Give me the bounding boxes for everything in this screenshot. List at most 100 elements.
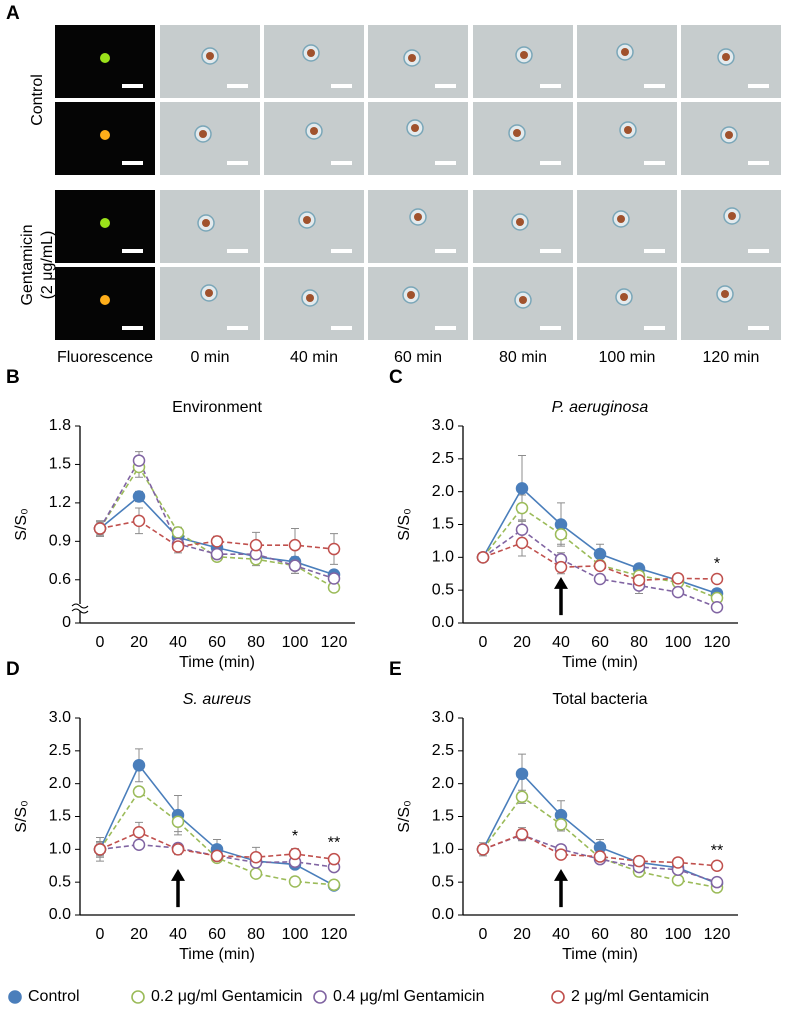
scale-bar [435,249,456,253]
scale-bar [540,84,561,88]
scale-bar [331,84,352,88]
marker [710,875,724,889]
marker [554,528,568,541]
bead [513,129,521,137]
x-axis-label: Time (min) [562,654,638,671]
x-tick-label: 60 [591,634,609,651]
marker [288,875,302,888]
y-tick-label: 1.0 [432,549,454,566]
fluorescent-bead [100,295,110,305]
bead [414,213,422,221]
x-axis-label: Time (min) [562,946,638,963]
significance-mark: * [292,828,298,845]
scale-bar [644,84,665,88]
marker [93,843,107,856]
bead [306,294,314,302]
x-tick-label: 100 [665,926,692,943]
scale-bar [748,161,769,165]
bead [722,53,730,61]
y-tick-label: 0.5 [49,873,71,890]
y-axis-label: S/S₀ [13,508,30,540]
y-tick-label: 2.5 [432,450,454,467]
chart-title: Environment [172,399,262,416]
x-tick-label: 120 [704,926,731,943]
y-tick-label: 0 [62,614,71,631]
bead [617,215,625,223]
marker [249,867,263,880]
marker [132,514,146,528]
scale-bar [540,326,561,330]
y-tick-label: 2.5 [49,742,71,759]
chart: D S. aureus 0.0 0.5 1.0 1.5 2.0 2.5 3.0 0 20 40 60 80… [6,659,355,963]
bead [620,293,628,301]
scale-bar [644,161,665,165]
scale-bar [227,326,248,330]
scale-bar [331,326,352,330]
marker [132,490,146,503]
x-tick-label: 80 [630,926,648,943]
bead [310,127,318,135]
y-tick-label: 2.5 [432,742,454,759]
marker [171,815,185,829]
x-tick-label: 40 [169,634,187,651]
x-tick-label: 40 [552,926,570,943]
x-tick-label: 60 [208,926,226,943]
x-tick-label: 100 [665,634,692,651]
x-axis-label: Time (min) [179,946,255,963]
marker [249,538,263,552]
chart-title: P. aeruginosa [552,399,649,416]
marker [132,759,146,772]
marker [671,856,685,869]
x-tick-label: 120 [704,634,731,651]
marker [249,850,263,864]
y-axis-label: S/S₀ [396,800,413,832]
bead [624,126,632,134]
y-tick-label: 3.0 [432,709,454,726]
arrow-head [171,869,185,881]
marker [171,526,185,539]
marker [327,542,341,556]
column-label: 60 min [394,349,442,366]
marker [515,482,529,495]
y-tick-label: 0.0 [49,906,71,923]
legend-label: 0.4 μg/ml Gentamicin [333,988,485,1005]
bead [520,51,528,59]
marker [671,572,685,585]
scale-bar [644,249,665,253]
y-tick-label: 1.0 [49,841,71,858]
marker [288,538,302,552]
y-tick-label: 0.5 [432,581,454,598]
x-tick-label: 40 [552,634,570,651]
chart: B Environment 0 0.6 0.9 1.2 1.5 1.8 0 20 40 60 80 100… [6,367,355,671]
marker [554,848,568,861]
x-tick-label: 20 [130,926,148,943]
scale-bar [227,249,248,253]
significance-mark: ** [711,842,723,859]
axis-break-gap [72,604,88,611]
scale-bar [227,84,248,88]
scale-bar [540,161,561,165]
legend-marker [8,990,22,1004]
marker [327,572,341,585]
y-tick-label: 1.5 [49,456,71,473]
marker [327,878,341,892]
column-label: 0 min [190,349,229,366]
y-tick-label: 1.0 [432,841,454,858]
marker [476,843,490,856]
y-tick-label: 1.8 [49,417,71,434]
legend-label: Control [28,988,80,1005]
marker [132,826,146,839]
scale-bar [748,249,769,253]
marker [288,847,302,861]
x-axis-label: Time (min) [179,654,255,671]
panel-label: B [6,367,20,388]
bead [407,291,415,299]
scale-bar [435,84,456,88]
marker [171,843,185,856]
x-tick-label: 20 [513,926,531,943]
marker [593,572,607,586]
marker [476,551,490,564]
marker [171,540,185,553]
bead [725,131,733,139]
